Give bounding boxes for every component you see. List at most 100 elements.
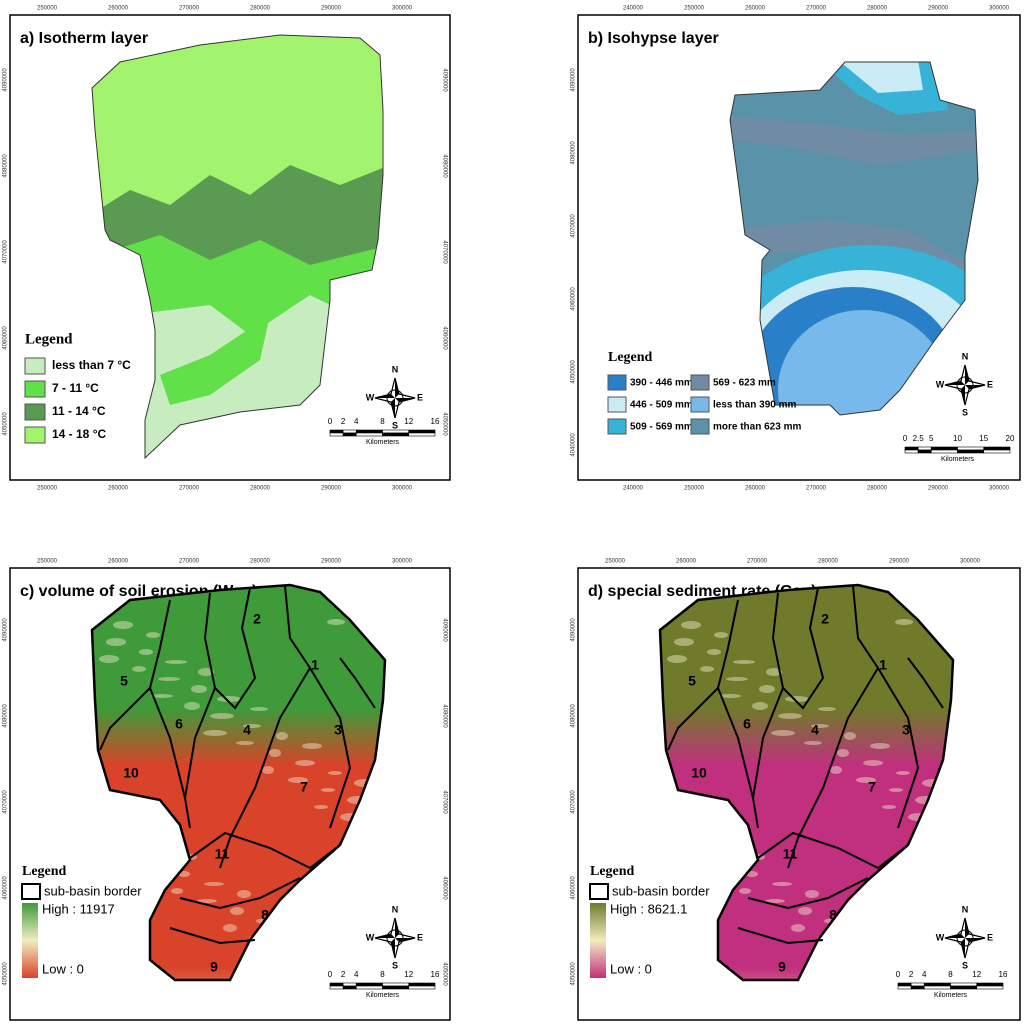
scale-segment: [924, 983, 950, 986]
y-coordinate-label: 4070000: [3, 240, 9, 264]
scale-segment: [356, 430, 382, 433]
texture: [203, 730, 227, 736]
panel-title: b) Isohypse layer: [588, 30, 719, 47]
y-coordinate-label: 4070000: [441, 790, 447, 814]
compass-letter: E: [417, 392, 423, 402]
texture: [805, 890, 819, 898]
texture: [791, 924, 805, 932]
scale-label: 10: [953, 434, 962, 443]
y-coordinate-label: 4080000: [571, 141, 577, 165]
scale-label: 8: [380, 970, 385, 979]
scale-unit: Kilometers: [934, 992, 968, 999]
legend-label: sub-basin border: [612, 883, 710, 898]
x-coordinate-label: 240000: [623, 6, 644, 12]
x-coordinate-label: 280000: [867, 486, 888, 492]
legend-label: more than 623 mm: [713, 422, 801, 433]
texture: [321, 788, 335, 792]
compass-letter: S: [392, 420, 398, 430]
texture: [250, 707, 268, 711]
x-coordinate-label: 280000: [867, 6, 888, 12]
scale-segment: [911, 983, 924, 986]
x-coordinate-label: 290000: [321, 6, 342, 12]
scale-label: 2.5: [913, 434, 925, 443]
texture: [210, 713, 234, 719]
y-coordinate-label: 4090000: [441, 618, 447, 642]
scale-label: 8: [380, 417, 385, 426]
scale-label: 8: [948, 970, 953, 979]
sub-basin-label: 9: [210, 959, 218, 975]
map-panel: 2400002500002600002700002800002900003000…: [571, 6, 1020, 492]
scale-segment: [977, 986, 1003, 989]
scale-segment: [958, 450, 984, 453]
texture: [236, 741, 254, 745]
scale-segment: [898, 983, 911, 986]
texture: [106, 638, 126, 646]
x-coordinate-label: 250000: [684, 6, 705, 12]
legend-label: 390 - 446 mm: [630, 378, 693, 389]
legend-label: 446 - 509 mm: [630, 400, 693, 411]
compass-letter: S: [392, 960, 398, 970]
scale-segment: [409, 433, 435, 436]
texture: [837, 749, 849, 757]
compass-letter: E: [987, 932, 993, 942]
texture: [772, 882, 792, 886]
legend-title: Legend: [590, 864, 635, 879]
x-coordinate-label: 270000: [179, 486, 200, 492]
y-coordinate-label: 4060000: [571, 876, 577, 900]
x-coordinate-label: 300000: [989, 486, 1010, 492]
y-coordinate-label: 4080000: [3, 154, 9, 178]
scale-segment: [409, 430, 435, 433]
y-coordinate-label: 4080000: [441, 154, 447, 178]
sub-basin-label: 3: [334, 722, 342, 738]
figure: 2500002600002700002800002900003000002500…: [0, 0, 1027, 1026]
y-coordinate-label: 4060000: [571, 287, 577, 311]
compass-letter: E: [417, 932, 423, 942]
legend-swatch: [691, 375, 709, 390]
x-coordinate-label: 300000: [392, 6, 413, 12]
sub-basin-label: 11: [783, 846, 798, 862]
scale-segment: [343, 983, 356, 986]
x-coordinate-label: 290000: [928, 486, 949, 492]
legend-swatch: [25, 381, 45, 397]
texture: [700, 666, 714, 672]
texture: [681, 621, 701, 629]
legend-swatch: [25, 358, 45, 374]
scale-segment: [958, 447, 984, 450]
texture: [674, 638, 694, 646]
scale-segment: [918, 450, 931, 453]
x-coordinate-label: 240000: [623, 486, 644, 492]
x-coordinate-label: 270000: [806, 6, 827, 12]
compass-letter: W: [936, 379, 945, 389]
texture: [314, 805, 328, 809]
texture: [830, 766, 842, 774]
y-coordinate-label: 4060000: [3, 326, 9, 350]
texture: [269, 749, 281, 757]
y-coordinate-label: 4060000: [441, 876, 447, 900]
scale-unit: Kilometers: [366, 439, 400, 446]
compass-letter: E: [987, 379, 993, 389]
scale-segment: [356, 986, 382, 989]
scale-segment: [911, 986, 924, 989]
y-coordinate-label: 4080000: [441, 704, 447, 728]
compass-letter: N: [962, 904, 969, 914]
texture: [726, 677, 748, 681]
texture: [771, 730, 795, 736]
compass-letter: S: [962, 960, 968, 970]
x-coordinate-label: 250000: [684, 486, 705, 492]
legend-swatch: [25, 404, 45, 420]
texture: [237, 890, 251, 898]
x-coordinate-label: 290000: [321, 486, 342, 492]
texture: [889, 788, 903, 792]
legend-swatch: [608, 419, 626, 434]
x-coordinate-label: 300000: [392, 559, 413, 565]
texture: [818, 707, 836, 711]
y-coordinate-label: 4050000: [3, 412, 9, 436]
legend-title: Legend: [25, 331, 73, 347]
y-coordinate-label: 4040000: [571, 433, 577, 457]
legend-label: less than 7 °C: [52, 358, 131, 372]
texture: [844, 732, 856, 740]
scale-segment: [905, 447, 918, 450]
legend-label: sub-basin border: [44, 883, 142, 898]
scale-label: 2: [341, 417, 346, 426]
